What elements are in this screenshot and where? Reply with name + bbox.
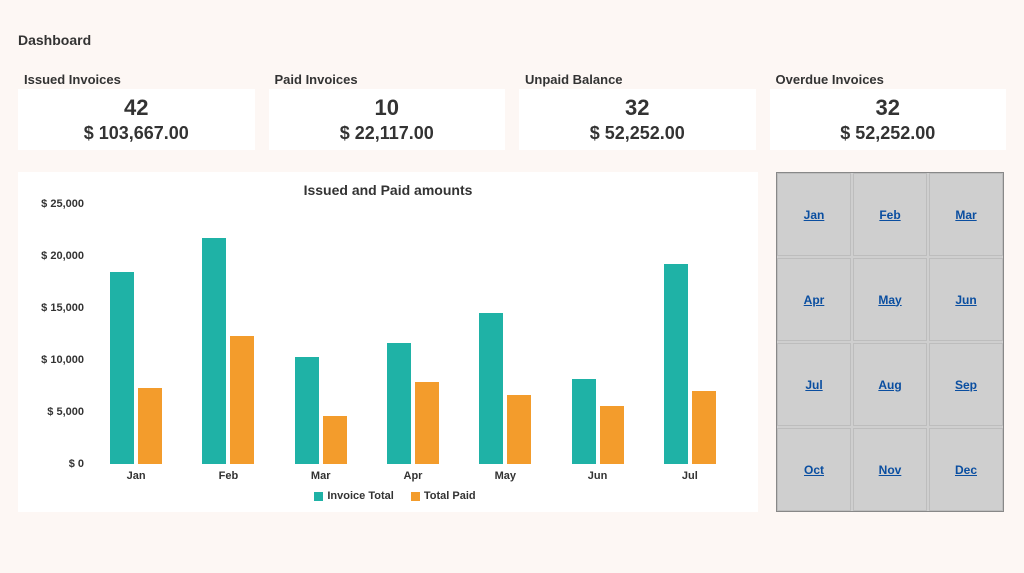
chart-bar <box>572 379 596 464</box>
month-selector-grid: Jan Feb Mar Apr May Jun Jul Aug Sep Oct Nov Dec <box>776 172 1004 512</box>
chart-bar-group: Jun <box>551 204 643 464</box>
legend-swatch-invoice-total <box>314 492 323 501</box>
chart-bar <box>295 357 319 464</box>
card-amount: $ 52,252.00 <box>519 123 756 144</box>
month-cell: May <box>853 258 927 341</box>
month-cell: Mar <box>929 173 1003 256</box>
chart-bar-group: Apr <box>367 204 459 464</box>
chart-bar <box>230 336 254 464</box>
chart-bar-group: Jan <box>90 204 182 464</box>
month-link-mar[interactable]: Mar <box>955 208 976 222</box>
chart-issued-paid-amounts: Issued and Paid amounts JanFebMarAprMayJ… <box>18 172 758 512</box>
chart-x-tick-label: Feb <box>182 464 274 482</box>
chart-y-tick-label: $ 20,000 <box>41 250 90 262</box>
month-cell: Apr <box>777 258 851 341</box>
legend-label: Total Paid <box>424 490 476 502</box>
chart-bar-group: Mar <box>275 204 367 464</box>
card-count: 42 <box>18 95 255 121</box>
card-label: Unpaid Balance <box>519 70 756 89</box>
month-link-aug[interactable]: Aug <box>878 378 901 392</box>
chart-legend: Invoice Total Total Paid <box>30 490 746 502</box>
card-count: 32 <box>770 95 1007 121</box>
chart-x-tick-label: Apr <box>367 464 459 482</box>
month-link-may[interactable]: May <box>878 293 901 307</box>
chart-bar <box>110 272 134 464</box>
chart-bar-group: Feb <box>182 204 274 464</box>
card-label: Issued Invoices <box>18 70 255 89</box>
month-link-feb[interactable]: Feb <box>879 208 900 222</box>
chart-y-tick-label: $ 10,000 <box>41 354 90 366</box>
month-cell: Aug <box>853 343 927 426</box>
card-label: Overdue Invoices <box>770 70 1007 89</box>
card-unpaid-balance: Unpaid Balance 32 $ 52,252.00 <box>519 70 756 150</box>
card-label: Paid Invoices <box>269 70 506 89</box>
chart-x-tick-label: Mar <box>275 464 367 482</box>
legend-swatch-total-paid <box>411 492 420 501</box>
card-paid-invoices: Paid Invoices 10 $ 22,117.00 <box>269 70 506 150</box>
month-link-dec[interactable]: Dec <box>955 463 977 477</box>
chart-x-tick-label: May <box>459 464 551 482</box>
chart-bar-group: Jul <box>644 204 736 464</box>
chart-y-tick-label: $ 15,000 <box>41 302 90 314</box>
chart-x-tick-label: Jan <box>90 464 182 482</box>
chart-bar <box>479 313 503 464</box>
chart-bar <box>692 391 716 464</box>
month-link-oct[interactable]: Oct <box>804 463 824 477</box>
month-cell: Jan <box>777 173 851 256</box>
month-cell: Jun <box>929 258 1003 341</box>
card-amount: $ 52,252.00 <box>770 123 1007 144</box>
chart-bar <box>507 395 531 464</box>
chart-x-tick-label: Jun <box>551 464 643 482</box>
card-count: 10 <box>269 95 506 121</box>
chart-y-tick-label: $ 5,000 <box>47 406 90 418</box>
summary-cards: Issued Invoices 42 $ 103,667.00 Paid Inv… <box>18 70 1006 150</box>
card-amount: $ 103,667.00 <box>18 123 255 144</box>
month-link-sep[interactable]: Sep <box>955 378 977 392</box>
chart-title: Issued and Paid amounts <box>30 182 746 198</box>
month-cell: Dec <box>929 428 1003 511</box>
chart-bar <box>600 406 624 464</box>
page-title: Dashboard <box>18 32 1006 48</box>
month-cell: Feb <box>853 173 927 256</box>
chart-bar <box>664 264 688 464</box>
chart-y-tick-label: $ 25,000 <box>41 198 90 210</box>
chart-bar-group: May <box>459 204 551 464</box>
month-cell: Nov <box>853 428 927 511</box>
chart-bar <box>202 238 226 464</box>
month-cell: Sep <box>929 343 1003 426</box>
month-link-jul[interactable]: Jul <box>805 378 822 392</box>
chart-x-tick-label: Jul <box>644 464 736 482</box>
legend-label: Invoice Total <box>327 490 393 502</box>
month-link-apr[interactable]: Apr <box>804 293 825 307</box>
month-link-nov[interactable]: Nov <box>879 463 902 477</box>
month-cell: Oct <box>777 428 851 511</box>
chart-bar <box>323 416 347 464</box>
card-count: 32 <box>519 95 756 121</box>
chart-bar <box>415 382 439 464</box>
month-cell: Jul <box>777 343 851 426</box>
chart-plot-area: JanFebMarAprMayJunJul $ 0$ 5,000$ 10,000… <box>90 204 736 464</box>
month-link-jun[interactable]: Jun <box>955 293 976 307</box>
chart-bar <box>387 343 411 464</box>
card-overdue-invoices: Overdue Invoices 32 $ 52,252.00 <box>770 70 1007 150</box>
chart-y-tick-label: $ 0 <box>69 458 90 470</box>
month-link-jan[interactable]: Jan <box>804 208 825 222</box>
card-issued-invoices: Issued Invoices 42 $ 103,667.00 <box>18 70 255 150</box>
card-amount: $ 22,117.00 <box>269 123 506 144</box>
chart-bar <box>138 388 162 464</box>
